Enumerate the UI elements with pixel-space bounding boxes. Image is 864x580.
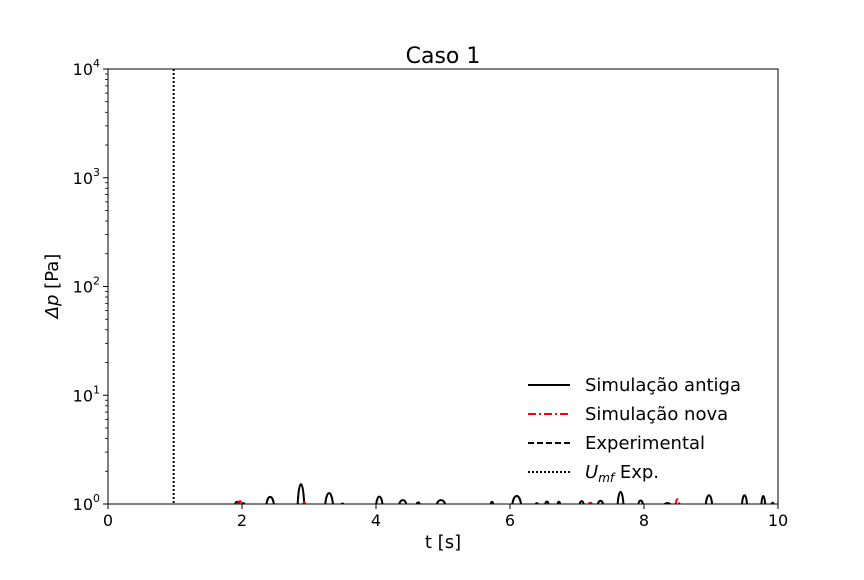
series-0-peak-12 (534, 502, 539, 504)
series-0-peak-1 (241, 502, 246, 504)
series-0-peak-14 (556, 500, 562, 504)
series-0-peak-19 (663, 502, 672, 504)
legend-label-2: Experimental (585, 433, 705, 454)
x-tick-label-5: 10 (768, 511, 788, 530)
y-tick-label-0: 100 (73, 492, 100, 514)
series-0-peak-7 (398, 499, 408, 504)
y-tick-label-4: 104 (73, 57, 100, 79)
series-0-peak-4 (324, 492, 334, 504)
series-0-peak-22 (760, 495, 767, 504)
series-0-peak-21 (741, 494, 748, 504)
series-0-peak-16 (596, 499, 605, 504)
series-0-peak-11 (511, 495, 523, 504)
series-0-peak-15 (578, 500, 585, 504)
x-tick-label-2: 4 (371, 511, 381, 530)
x-tick-label-3: 6 (505, 511, 515, 530)
series-0-peak-20 (704, 494, 714, 504)
y-tick-label-1: 101 (73, 383, 100, 405)
series-0-peak-17 (616, 490, 625, 504)
series-0-peak-5 (340, 502, 345, 504)
series-0-peak-18 (637, 499, 644, 504)
series-0-peak-3 (296, 483, 306, 504)
series-0-peak-23 (770, 501, 775, 504)
legend-label-1: Simulação nova (585, 404, 728, 425)
series-0-peak-9 (435, 499, 447, 504)
series-1-peak-1 (302, 501, 307, 504)
series-0-peak-10 (489, 500, 495, 504)
series-0-peak-6 (375, 495, 384, 504)
y-tick-label-2: 102 (73, 275, 100, 297)
x-axis-label: t [s] (425, 532, 461, 553)
x-tick-label-4: 8 (639, 511, 649, 530)
series-0-peak-2 (265, 495, 275, 504)
series-1-peak-0 (237, 500, 243, 504)
series-0-peak-0 (234, 500, 241, 504)
y-tick-label-3: 103 (73, 166, 100, 188)
x-tick-label-0: 0 (103, 511, 113, 530)
series-1-peak-2 (587, 501, 593, 504)
legend-label-3: Umf Exp. (585, 462, 659, 485)
series-0-peak-13 (544, 500, 550, 504)
legend-label-0: Simulação antiga (585, 375, 741, 396)
chart-title: Caso 1 (406, 44, 481, 69)
series-1-peak-3 (674, 498, 681, 504)
y-axis-label: Δp [Pa] (42, 254, 63, 321)
legend: Simulação antiga Simulação nova Experiment… (528, 375, 741, 485)
x-tick-label-1: 2 (237, 511, 247, 530)
series-0-peak-8 (415, 501, 421, 504)
